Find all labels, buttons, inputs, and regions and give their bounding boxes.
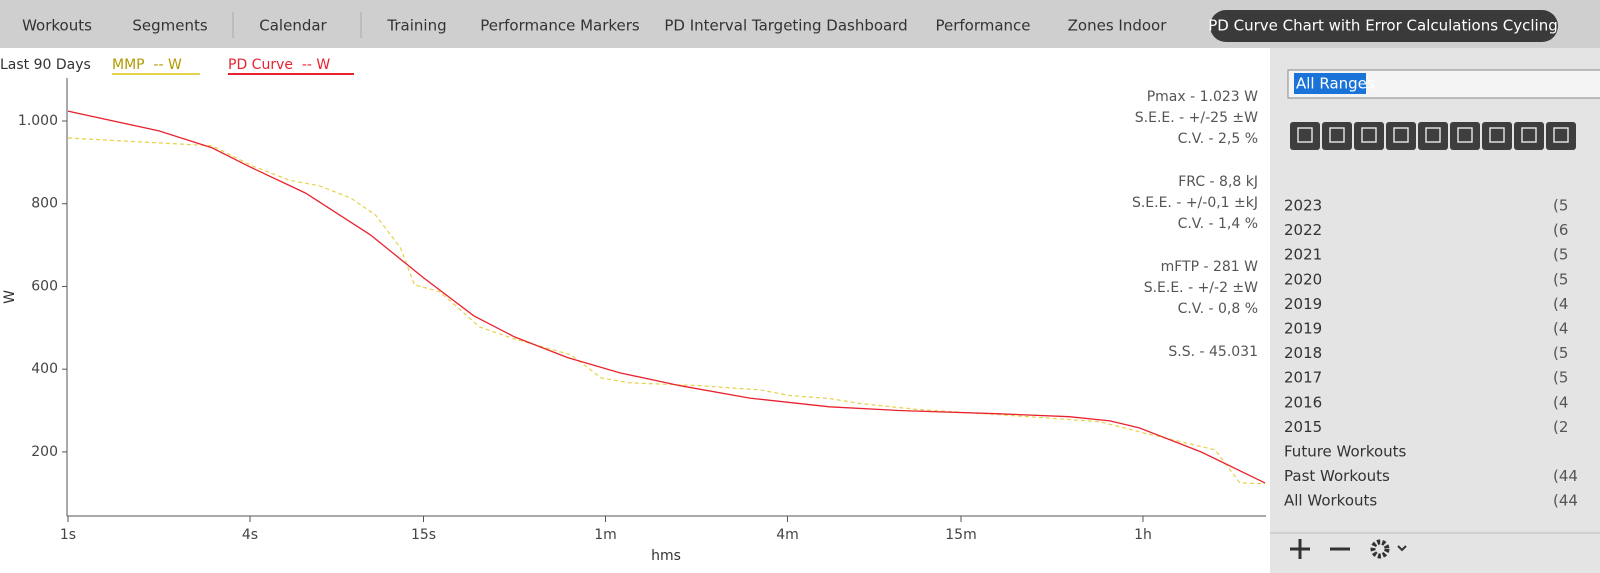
toolbar [1290, 122, 1576, 150]
annotation: FRC - 8,8 kJ [1178, 174, 1258, 190]
selection [1294, 73, 1366, 94]
tool-button[interactable] [1482, 122, 1512, 150]
tool-icon [1521, 127, 1537, 143]
y-tick-label: 800 [31, 196, 58, 212]
range-count: (5 [1553, 197, 1568, 215]
tool-button[interactable] [1450, 122, 1480, 150]
range-item[interactable]: All Workouts [1284, 492, 1377, 510]
range-count: (4 [1553, 393, 1568, 411]
tool-button[interactable] [1290, 122, 1320, 150]
tab[interactable]: PD Curve Chart with Error Calculations C… [1208, 17, 1558, 35]
y-tick-label: 600 [31, 278, 58, 294]
tab[interactable]: Zones Indoor [1068, 17, 1168, 35]
range-count: (2 [1553, 418, 1568, 436]
x-axis-label: hms [651, 548, 681, 564]
range-count: (6 [1553, 221, 1568, 239]
tab[interactable]: Calendar [259, 17, 327, 35]
tab[interactable]: PD Interval Targeting Dashboard [664, 17, 907, 35]
chart-title: Last 90 Days [0, 57, 91, 73]
range-item[interactable]: 2020 [1284, 270, 1322, 288]
y-axis-label: W [2, 290, 18, 304]
annotation: S.S. - 45.031 [1168, 344, 1258, 360]
add-button[interactable] [1290, 539, 1310, 559]
range-item[interactable]: 2016 [1284, 393, 1322, 411]
annotation: C.V. - 0,8 % [1178, 301, 1258, 317]
tab[interactable]: Training [386, 17, 446, 35]
x-tick-label: 1s [60, 527, 76, 543]
legend-label: MMP -- W [112, 57, 182, 73]
tool-icon [1361, 127, 1377, 143]
x-tick-label: 15s [411, 527, 436, 543]
range-item[interactable]: 2022 [1284, 221, 1322, 239]
tab[interactable]: Performance Markers [480, 17, 640, 35]
range-item[interactable]: Future Workouts [1284, 443, 1407, 461]
range-item[interactable]: 2019 [1284, 295, 1322, 313]
tab[interactable]: Workouts [22, 17, 92, 35]
range-item[interactable]: 2023 [1284, 197, 1322, 215]
tool-button[interactable] [1322, 122, 1352, 150]
range-count: (44 [1553, 492, 1578, 510]
tool-icon [1329, 127, 1345, 143]
settings-button[interactable] [1370, 539, 1390, 559]
x-tick-label: 4m [776, 527, 799, 543]
range-text: All Ranges [1296, 75, 1375, 93]
tool-icon [1553, 127, 1569, 143]
x-tick-label: 1h [1134, 527, 1152, 543]
y-tick-label: 200 [31, 444, 58, 460]
annotation: S.E.E. - +/-25 ±W [1135, 110, 1258, 126]
tool-button[interactable] [1418, 122, 1448, 150]
range-item[interactable]: Past Workouts [1284, 467, 1390, 485]
range-count: (44 [1553, 467, 1578, 485]
tool-icon [1489, 127, 1505, 143]
annotation: C.V. - 2,5 % [1178, 131, 1258, 147]
tab[interactable]: Segments [132, 17, 208, 35]
x-tick-label: 15m [945, 527, 976, 543]
range-count: (5 [1553, 246, 1568, 264]
tool-icon [1457, 127, 1473, 143]
sidebar-actions [1290, 539, 1407, 559]
range-item[interactable]: 2015 [1284, 418, 1322, 436]
tool-button[interactable] [1354, 122, 1384, 150]
dropdown-arrow [1397, 545, 1407, 552]
range-count: (5 [1553, 270, 1568, 288]
x-tick-label: 1m [594, 527, 617, 543]
range-count: (5 [1553, 344, 1568, 362]
annotation: S.E.E. - +/-0,1 ±kJ [1132, 195, 1258, 211]
range-count: (5 [1553, 369, 1568, 387]
y-tick-label: 400 [31, 361, 58, 377]
range-item[interactable]: 2018 [1284, 344, 1322, 362]
tool-button[interactable] [1546, 122, 1576, 150]
tab[interactable]: Performance [935, 17, 1030, 35]
tool-button[interactable] [1386, 122, 1416, 150]
tool-icon [1425, 127, 1441, 143]
annotation: mFTP - 281 W [1161, 259, 1259, 275]
series-line [67, 137, 1266, 485]
range-item[interactable]: 2017 [1284, 369, 1322, 387]
range-count: (4 [1553, 295, 1568, 313]
y-tick-label: 1.000 [18, 113, 58, 129]
x-tick-label: 4s [242, 527, 258, 543]
active-tab-pill [1210, 10, 1558, 42]
legend-label: PD Curve -- W [228, 57, 330, 73]
tool-icon [1393, 127, 1409, 143]
tool-button[interactable] [1514, 122, 1544, 150]
range-count: (4 [1553, 320, 1568, 338]
annotation: S.E.E. - +/-2 ±W [1144, 280, 1258, 296]
range-item[interactable]: 2021 [1284, 246, 1322, 264]
series-line [67, 110, 1266, 484]
tool-icon [1297, 127, 1313, 143]
range-item[interactable]: 2019 [1284, 320, 1322, 338]
annotation: C.V. - 1,4 % [1178, 216, 1258, 232]
annotation: Pmax - 1.023 W [1147, 89, 1258, 105]
